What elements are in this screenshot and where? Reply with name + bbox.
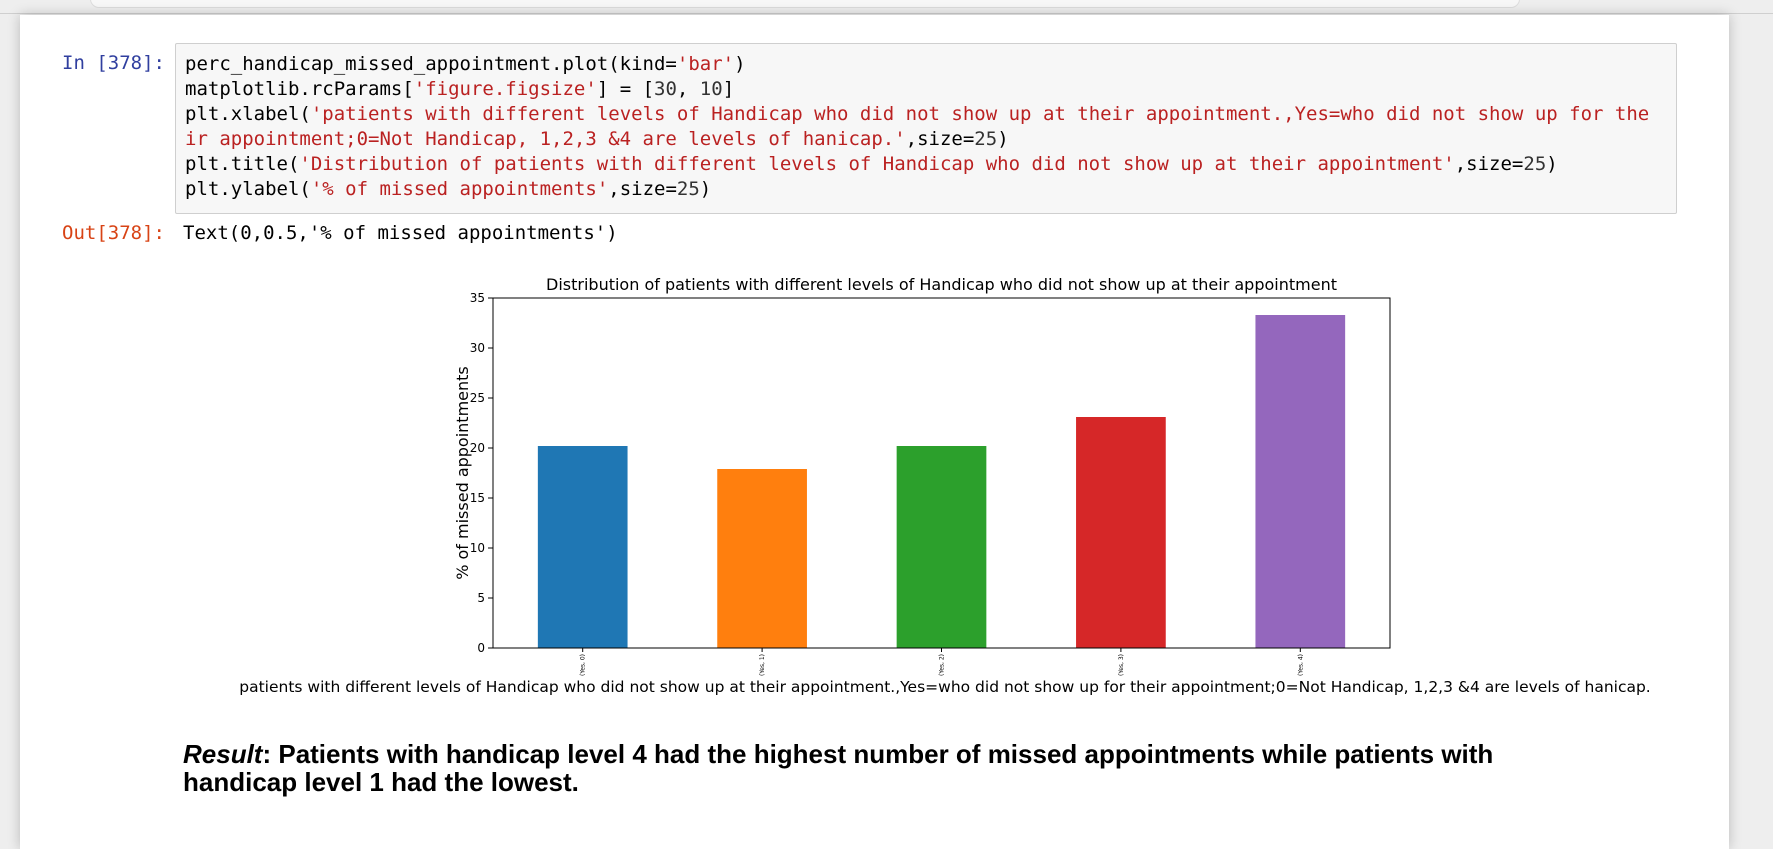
output-prompt: Out[378]:: [62, 222, 165, 244]
y-tick-label: 35: [470, 291, 485, 305]
code-line: ir appointment;0=Not Handicap, 1,2,3 &4 …: [185, 127, 1667, 152]
code-token: ,size=: [905, 128, 975, 150]
bar: [537, 446, 628, 648]
y-tick-label: 25: [470, 391, 485, 405]
y-tick-label: 10: [470, 541, 485, 555]
code-token: matplotlib.rcParams[: [185, 78, 414, 100]
x-tick-label: (Yes, 0): [580, 654, 587, 676]
code-token: 25: [676, 178, 700, 200]
code-token: 'bar': [676, 53, 735, 75]
code-token: ): [699, 178, 712, 200]
bar: [717, 469, 807, 648]
code-token: ,size=: [608, 178, 677, 200]
browser-toolbar: [0, 0, 1773, 14]
x-tick-label: (Yes, 1): [759, 654, 766, 676]
y-axis-label: % of missed appointments: [453, 366, 472, 580]
code-line: plt.ylabel('% of missed appointments',si…: [185, 177, 1667, 202]
code-line: plt.title('Distribution of patients with…: [185, 152, 1667, 177]
code-token: 'figure.figsize': [413, 78, 597, 100]
result-text: : Patients with handicap level 4 had the…: [183, 739, 1494, 797]
code-token: ] = [: [596, 78, 655, 100]
code-line: matplotlib.rcParams['figure.figsize'] = …: [185, 77, 1667, 102]
y-tick-label: 0: [477, 641, 485, 655]
code-token: plt.title(: [185, 153, 300, 175]
x-tick-label: (Yes, 2): [939, 654, 946, 676]
plot-frame: [492, 297, 1391, 649]
result-label: Result: [183, 739, 263, 769]
code-token: 'Distribution of patients with different…: [299, 153, 1455, 175]
output-text: Text(0,0.5,'% of missed appointments'): [183, 222, 618, 244]
code-cell-input[interactable]: perc_handicap_missed_appointment.plot(ki…: [175, 43, 1677, 214]
code-token: 30: [654, 78, 677, 100]
input-prompt: In [378]:: [62, 52, 165, 74]
code-token: 25: [974, 128, 998, 150]
code-token: '% of missed appointments': [310, 178, 609, 200]
y-tick-label: 30: [470, 341, 485, 355]
x-tick-label: (Yes, 3): [1118, 654, 1125, 676]
code-token: ): [997, 128, 1009, 150]
x-tick-label: (Yes, 4): [1297, 654, 1304, 676]
bar: [896, 446, 987, 648]
result-markdown: Result: Patients with handicap level 4 h…: [183, 740, 1583, 796]
y-tick-label: 15: [470, 491, 485, 505]
code-token: 'patients with different levels of Handi…: [310, 103, 1650, 125]
code-token: ): [1546, 153, 1558, 175]
code-line: perc_handicap_missed_appointment.plot(ki…: [185, 52, 1667, 77]
code-token: 10: [699, 78, 723, 100]
code-line: plt.xlabel('patients with different leve…: [185, 102, 1667, 127]
code-token: perc_handicap_missed_appointment.plot(ki…: [185, 53, 677, 75]
code-token: ): [734, 53, 746, 75]
bar: [1255, 315, 1346, 648]
code-token: plt.ylabel(: [185, 178, 311, 200]
y-tick-label: 5: [477, 591, 485, 605]
code-token: ,size=: [1454, 153, 1524, 175]
code-token: 25: [1523, 153, 1547, 175]
bar-chart: Distribution of patients with different …: [239, 275, 1650, 696]
code-token: ,: [676, 78, 700, 100]
bar: [1076, 417, 1166, 648]
code-token: ir appointment;0=Not Handicap, 1,2,3 &4 …: [185, 128, 906, 150]
code-token: plt.xlabel(: [185, 103, 311, 125]
chart-title: Distribution of patients with different …: [546, 275, 1337, 294]
toolbar-pill: [90, 0, 1520, 8]
code-token: ]: [722, 78, 735, 100]
x-axis-label: patients with different levels of Handic…: [239, 678, 1650, 696]
y-tick-label: 20: [470, 441, 485, 455]
